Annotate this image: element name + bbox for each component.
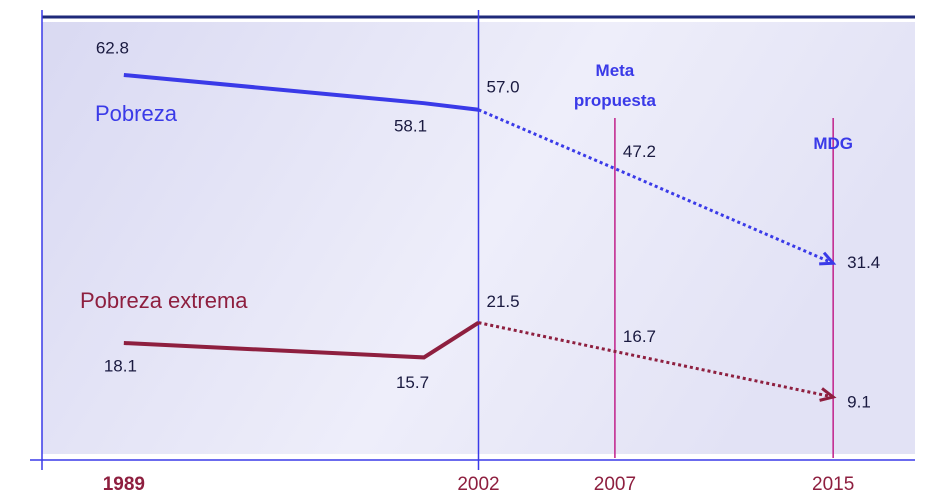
projection-line bbox=[477, 108, 834, 265]
data-label: 62.8 bbox=[96, 38, 129, 57]
data-label: 47.2 bbox=[623, 142, 656, 161]
series-line bbox=[123, 320, 480, 360]
data-label: 21.5 bbox=[487, 292, 520, 311]
annotation: Meta propuesta bbox=[574, 61, 657, 110]
x-tick-label: 2002 bbox=[457, 474, 499, 495]
annotation: MDG bbox=[813, 134, 853, 153]
projection-line bbox=[478, 321, 834, 399]
x-tick-label: 2007 bbox=[594, 474, 636, 495]
data-label: 16.7 bbox=[623, 327, 656, 346]
data-label: 15.7 bbox=[396, 373, 429, 392]
series-line bbox=[123, 73, 479, 112]
data-label: 58.1 bbox=[394, 117, 427, 136]
series-name: Pobreza bbox=[95, 101, 178, 126]
series-name: Pobreza extrema bbox=[80, 288, 248, 313]
x-tick-label: 2015 bbox=[812, 474, 854, 495]
x-tick-label: 1989 bbox=[103, 474, 145, 495]
data-label: 31.4 bbox=[847, 253, 880, 272]
data-label: 18.1 bbox=[104, 357, 137, 376]
arrow-head bbox=[819, 251, 837, 266]
arrow-head bbox=[819, 387, 837, 402]
data-label: 57.0 bbox=[487, 77, 520, 96]
data-label: 9.1 bbox=[847, 392, 871, 411]
